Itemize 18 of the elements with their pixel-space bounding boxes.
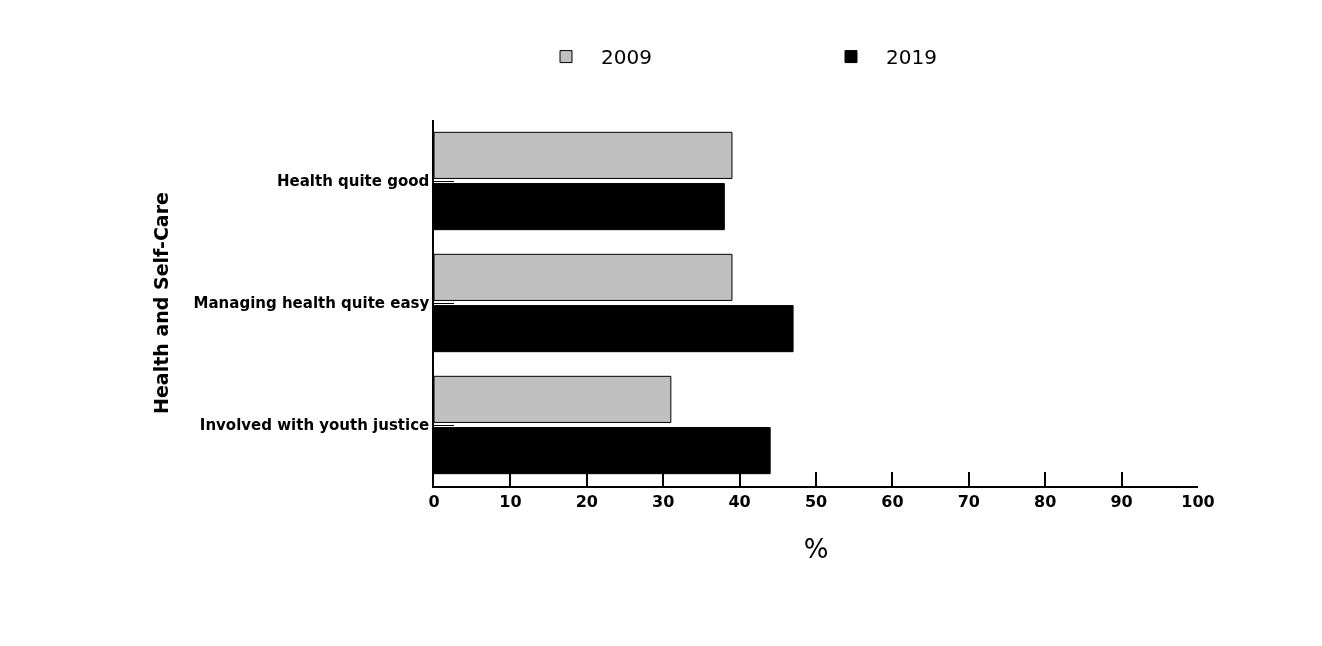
y-axis-title: Health and Self-Care <box>149 192 172 414</box>
x-tick-label: 40 <box>728 491 751 511</box>
y-tick-label: Involved with youth justice <box>199 416 430 435</box>
x-tick-label: 10 <box>499 491 522 511</box>
x-tick-label: 0 <box>428 491 440 511</box>
legend-label: 2009 <box>601 45 652 70</box>
y-tick-label: Health quite good <box>276 172 430 191</box>
x-tick-label: 60 <box>881 491 904 511</box>
y-tick-label: Managing health quite easy <box>193 294 430 313</box>
x-tick-label: 80 <box>1034 491 1057 511</box>
legend-label: 2019 <box>886 45 937 70</box>
x-tick-label: 30 <box>652 491 675 511</box>
x-tick-label: 90 <box>1110 491 1133 511</box>
x-tick-label: 100 <box>1181 491 1215 511</box>
x-tick-label: 50 <box>804 491 828 511</box>
x-tick-label: 20 <box>575 491 598 511</box>
x-tick-label: 70 <box>957 491 980 511</box>
x-axis-title: % <box>803 534 829 565</box>
